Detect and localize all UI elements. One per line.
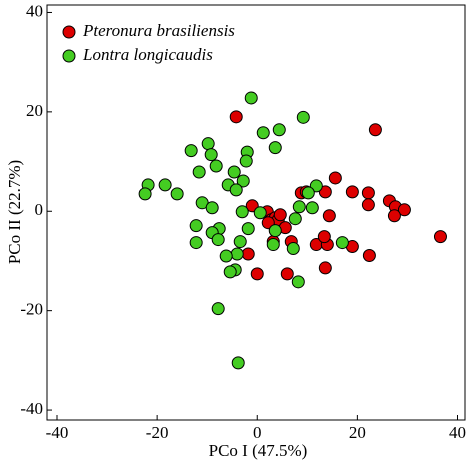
point bbox=[288, 212, 302, 226]
point bbox=[253, 206, 267, 220]
point bbox=[286, 242, 300, 256]
point bbox=[387, 209, 401, 223]
point bbox=[233, 235, 247, 249]
y-tick-label: 0 bbox=[35, 200, 44, 219]
point bbox=[368, 123, 382, 137]
point bbox=[273, 208, 287, 222]
point bbox=[345, 185, 359, 199]
point bbox=[272, 123, 286, 137]
point bbox=[204, 148, 218, 162]
point bbox=[244, 91, 258, 105]
point bbox=[318, 185, 332, 199]
point bbox=[239, 154, 253, 168]
plot-frame bbox=[46, 4, 466, 421]
point bbox=[219, 249, 233, 263]
point bbox=[189, 219, 203, 233]
point bbox=[397, 203, 411, 217]
point bbox=[296, 110, 310, 124]
point bbox=[211, 233, 225, 247]
x-tick-label: 0 bbox=[253, 423, 262, 442]
point bbox=[229, 110, 243, 124]
y-tick-label: -20 bbox=[20, 300, 43, 319]
point bbox=[280, 267, 294, 281]
point bbox=[205, 201, 219, 215]
point bbox=[170, 187, 184, 201]
point bbox=[322, 209, 336, 223]
point bbox=[229, 183, 243, 197]
point bbox=[328, 171, 342, 185]
point bbox=[192, 165, 206, 179]
point bbox=[361, 198, 375, 212]
point bbox=[361, 186, 375, 200]
legend-label: Lontra longicaudis bbox=[82, 45, 213, 64]
point bbox=[266, 238, 280, 252]
legend-marker bbox=[62, 49, 76, 63]
point bbox=[268, 141, 282, 155]
point bbox=[318, 261, 332, 275]
point bbox=[138, 187, 152, 201]
x-tick-label: -20 bbox=[146, 423, 169, 442]
point bbox=[317, 230, 331, 244]
point bbox=[291, 275, 305, 289]
point bbox=[256, 126, 270, 140]
point bbox=[305, 201, 319, 215]
point bbox=[292, 200, 306, 214]
point bbox=[433, 230, 447, 244]
legend-marker bbox=[62, 25, 76, 39]
point bbox=[230, 247, 244, 261]
point bbox=[335, 236, 349, 250]
point bbox=[362, 248, 376, 262]
point bbox=[209, 159, 223, 173]
point bbox=[158, 178, 172, 192]
x-tick-label: -40 bbox=[46, 423, 69, 442]
point bbox=[223, 265, 237, 279]
point bbox=[201, 137, 215, 151]
point bbox=[241, 247, 255, 261]
point bbox=[189, 236, 203, 250]
y-tick-label: 20 bbox=[26, 101, 43, 120]
point bbox=[227, 165, 241, 179]
x-tick-label: 20 bbox=[349, 423, 366, 442]
point bbox=[241, 222, 255, 236]
point bbox=[235, 205, 249, 219]
x-tick-label: 40 bbox=[449, 423, 466, 442]
point bbox=[301, 186, 315, 200]
point bbox=[211, 302, 225, 316]
point bbox=[236, 174, 250, 188]
legend-label: Pteronura brasiliensis bbox=[82, 21, 235, 40]
y-axis-label: PCo II (22.7%) bbox=[5, 160, 24, 264]
x-axis-label: PCo I (47.5%) bbox=[209, 441, 308, 460]
point bbox=[268, 224, 282, 238]
y-tick-label: 40 bbox=[26, 1, 43, 20]
y-tick-label: -40 bbox=[20, 399, 43, 418]
point bbox=[250, 267, 264, 281]
point bbox=[184, 144, 198, 158]
point bbox=[231, 356, 245, 370]
